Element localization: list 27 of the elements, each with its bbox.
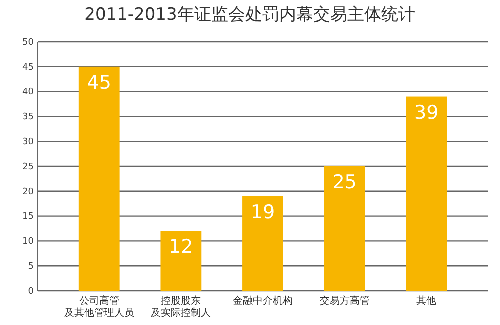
bar bbox=[406, 96, 448, 291]
y-tick-label: 15 bbox=[22, 212, 34, 222]
y-tick-label: 40 bbox=[22, 88, 34, 98]
x-tick-label: 控股股东及实际控制人 bbox=[151, 295, 212, 319]
data-label: 39 bbox=[414, 102, 439, 124]
x-tick-label: 公司高管及其他管理人员 bbox=[64, 295, 134, 319]
y-tick-label: 25 bbox=[22, 162, 34, 172]
y-tick-label: 45 bbox=[22, 62, 34, 73]
data-label: 19 bbox=[250, 201, 276, 224]
x-tick-label: 金融中介机构 bbox=[233, 295, 293, 307]
y-tick-label: 0 bbox=[28, 286, 34, 297]
data-label: 12 bbox=[169, 236, 194, 258]
y-tick-label: 10 bbox=[22, 237, 34, 248]
data-label: 45 bbox=[87, 72, 112, 94]
y-tick-label: 50 bbox=[22, 38, 34, 48]
bar bbox=[242, 196, 284, 291]
y-tick-label: 20 bbox=[22, 187, 34, 198]
bar bbox=[324, 166, 366, 291]
y-tick-label: 35 bbox=[22, 112, 34, 123]
chart-title: 2011-2013年证监会处罚内幕交易主体统计 bbox=[84, 5, 416, 25]
bar bbox=[160, 231, 202, 291]
data-label: 25 bbox=[332, 172, 357, 194]
bar bbox=[78, 66, 120, 291]
x-tick-label: 其他 bbox=[416, 295, 437, 307]
y-tick-label: 30 bbox=[22, 137, 34, 148]
y-tick-label: 5 bbox=[28, 262, 34, 272]
x-tick-label: 交易方高管 bbox=[320, 295, 370, 307]
